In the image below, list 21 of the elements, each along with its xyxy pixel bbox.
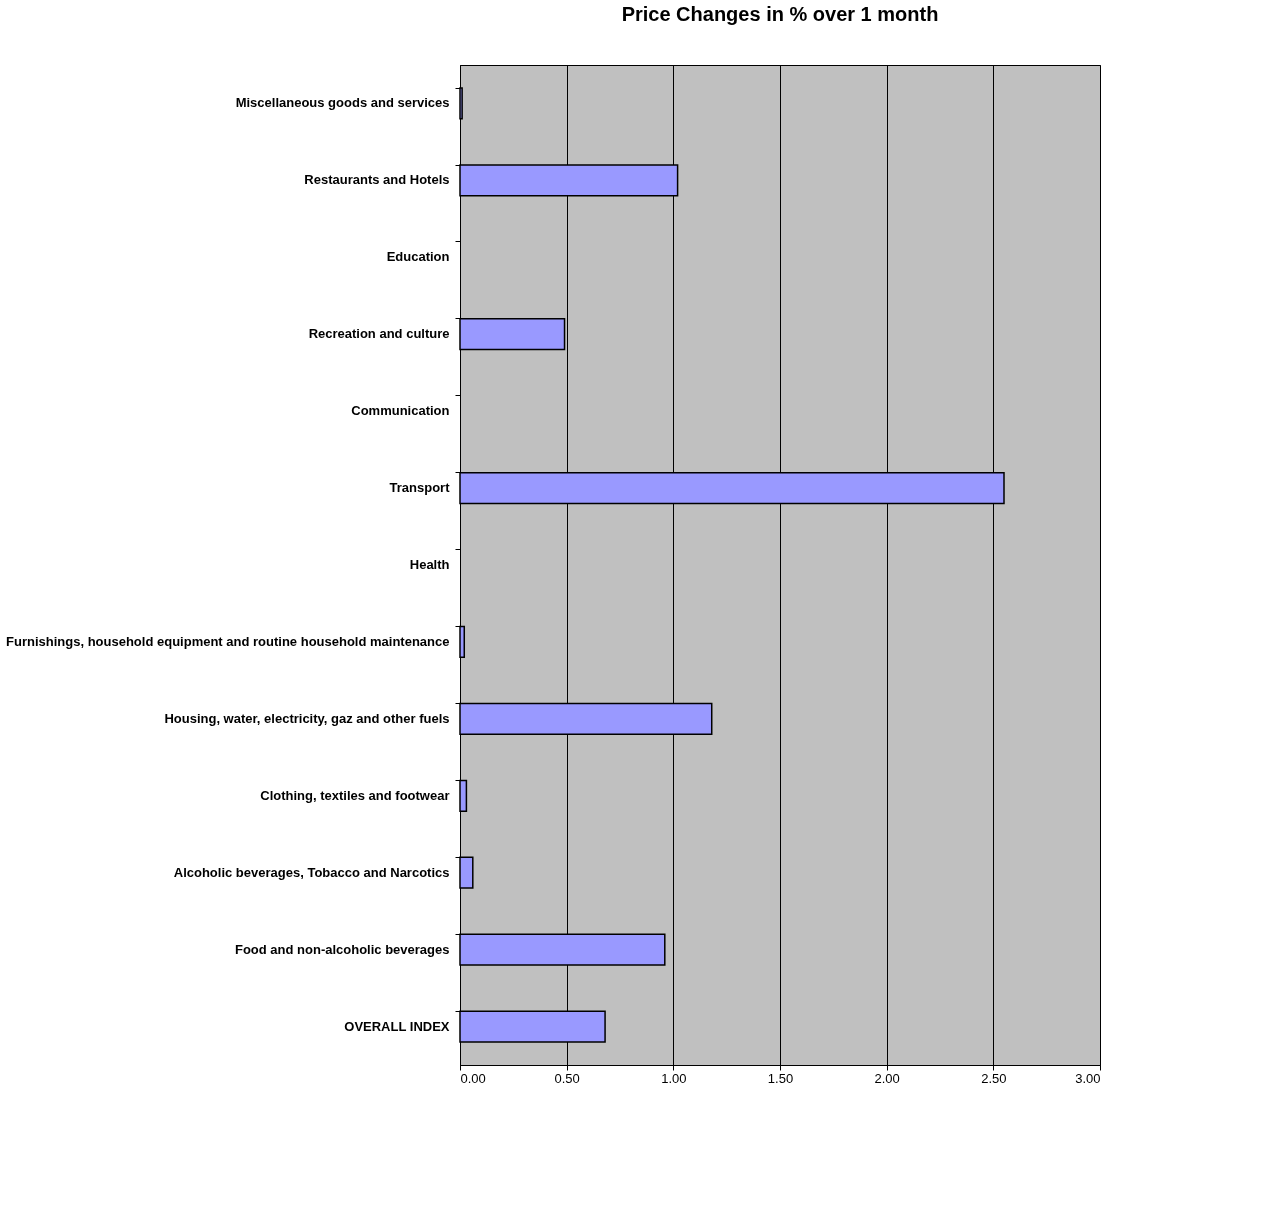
- y-tick-label: Furnishings, household equipment and routine household maintenance: [6, 633, 450, 649]
- y-tick-label: Communication: [351, 403, 450, 419]
- x-tick-label: 0.50: [554, 1070, 580, 1086]
- y-tick-label: Recreation and culture: [308, 326, 450, 342]
- x-tick-label: 1.00: [661, 1070, 687, 1086]
- y-tick-label: Food and non-alcoholic beverages: [234, 941, 450, 957]
- x-tick-label: 2.00: [874, 1070, 900, 1086]
- y-tick-label: Education: [386, 249, 450, 265]
- y-tick-label: OVERALL INDEX: [344, 1018, 450, 1034]
- y-tick-label: Health: [409, 557, 450, 572]
- x-tick-label: 0.00: [460, 1070, 486, 1086]
- x-tick-label: 1.50: [767, 1070, 794, 1086]
- y-tick-label: Miscellaneous goods and services: [235, 95, 450, 111]
- y-tick-label: Transport: [389, 480, 451, 496]
- y-tick-label: Restaurants and Hotels: [304, 172, 450, 188]
- chart-title: Price Changes in % over 1 month: [621, 3, 939, 25]
- y-tick-label: Housing, water, electricity, gaz and other fuels: [164, 710, 450, 726]
- y-tick-label: Alcoholic beverages, Tobacco and Narcotics: [173, 864, 450, 880]
- x-tick-label: 3.00: [1075, 1070, 1101, 1086]
- y-tick-label: Clothing, textiles and footwear: [260, 787, 450, 803]
- x-tick-label: 2.50: [981, 1070, 1007, 1086]
